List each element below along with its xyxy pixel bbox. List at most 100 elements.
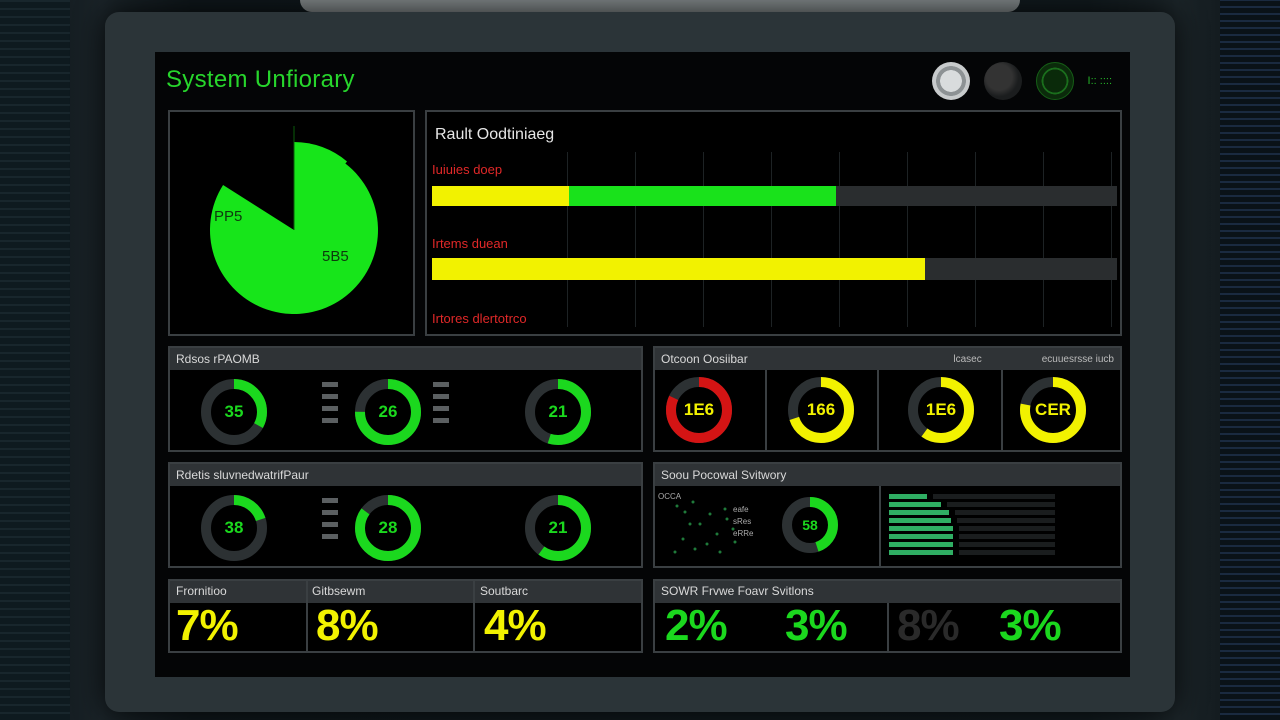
hbar <box>889 534 953 539</box>
metric-value-3: 4% <box>484 601 547 650</box>
scatter-plot <box>673 500 737 554</box>
panel-b-donut-2: 166 <box>785 374 857 446</box>
bar-2-segment-yellow <box>432 258 926 280</box>
donut-arc <box>1020 377 1086 443</box>
metric-value-2: 8% <box>316 601 379 650</box>
panel-f-title: SOWR Frvwe Foavr Svitlons <box>661 584 814 598</box>
panel-b-donut-3-value: 1E6 <box>925 400 957 419</box>
scatter-point <box>718 550 722 554</box>
bar-label-1: Iuiuies doep <box>432 162 503 177</box>
server-rack-right <box>1220 0 1280 720</box>
bar-track-2 <box>432 258 1117 280</box>
app-title: System Unfiorary <box>166 66 355 93</box>
top-bezel <box>300 0 1020 12</box>
server-rack-left <box>0 0 70 720</box>
scatter-labels-right: eafe sRes eRRe <box>733 504 753 540</box>
panel-c-donut-3-value: 21 <box>548 518 568 537</box>
hbar <box>889 510 949 515</box>
donut-arc <box>908 377 974 443</box>
panel-b-donut-2-value: 166 <box>806 400 836 419</box>
panel-a-donut-3: 21 <box>522 376 594 448</box>
bar-chart-title: Rault Oodtiniaeg <box>435 126 555 143</box>
donut-arc <box>666 377 732 443</box>
panel-b-sub-label-1: lcasec <box>953 353 982 365</box>
hbar <box>889 550 953 555</box>
donut-arc <box>525 379 591 445</box>
divider <box>879 486 881 568</box>
panel-b-title: Otcoon Oosiibar <box>661 352 748 366</box>
grid-line <box>567 152 568 327</box>
hbar-track <box>957 518 1055 523</box>
scatter-point <box>725 517 729 521</box>
divider <box>887 603 889 651</box>
dashboard-screen: System Unfiorary I:: :::: PP5 5B5 Rault … <box>155 52 1130 677</box>
panel-d-donut-value: 58 <box>802 517 818 533</box>
scatter-point <box>698 522 702 526</box>
dark-mode-icon[interactable] <box>983 62 1022 100</box>
divider <box>1001 370 1003 452</box>
panel-c-donut-3: 21 <box>522 492 594 564</box>
metric-label-3: Soutbarc <box>480 584 529 598</box>
grid-line <box>1043 152 1044 327</box>
panel-a-dashes-1 <box>322 382 338 430</box>
scatter-point <box>715 532 719 536</box>
header-label: I:: :::: <box>1087 75 1112 87</box>
bar-chart-panel: Rault Oodtiniaeg Iuiuies doep Irtems due… <box>425 110 1122 336</box>
panel-b-donut-4-value: CER <box>1035 400 1071 419</box>
pie-chart <box>210 126 379 314</box>
metric-label-2: Gitbsewm <box>312 584 366 598</box>
settings-gear-icon[interactable] <box>931 62 970 100</box>
panel-b-sub-label-2: ecuuesrsse iucb <box>1041 353 1114 365</box>
panel-c-donut-1-value: 38 <box>224 518 244 537</box>
pie-label-2: 5B5 <box>322 248 349 265</box>
panel-a-title: Rdsos rPAOMB <box>176 352 260 366</box>
hbar-track <box>959 526 1055 531</box>
percent-panel-right: SOWR Frvwe Foavr Svitlons 2% 3% 8% 3% <box>653 579 1122 653</box>
grid-line <box>907 152 908 327</box>
scatter-point <box>691 500 695 504</box>
panel-b-donut-1-value: 1E6 <box>683 400 715 419</box>
hbar-track <box>955 510 1055 515</box>
hbar <box>889 494 927 499</box>
scatter-point <box>675 504 679 508</box>
grid-line <box>771 152 772 327</box>
donut-panel-b: Otcoon Oosiibar lcasec ecuuesrsse iucb 1… <box>653 346 1122 452</box>
panel-b-donut-4: CER <box>1017 374 1089 446</box>
scatter-point <box>683 510 687 514</box>
grid-line <box>975 152 976 327</box>
scatter-point <box>708 512 712 516</box>
pie-slice-wedge <box>294 142 348 224</box>
donut-arc <box>788 377 854 443</box>
metric-value-5: 3% <box>785 601 848 650</box>
scatter-label: eRRe <box>733 529 754 538</box>
scatter-label: OCCA <box>658 492 682 501</box>
panel-a-donut-3-value: 21 <box>548 402 568 421</box>
donut-arc <box>201 495 267 561</box>
divider <box>473 581 475 651</box>
panel-a-donut-2: 26 <box>352 376 424 448</box>
panel-c-donut-2: 28 <box>352 492 424 564</box>
title-toolbar: I:: :::: <box>931 62 1112 100</box>
pie-label-1: PP5 <box>214 208 243 225</box>
percent-panel-left: Frornitioo Gitbsewm Soutbarc 7% 8% 4% <box>168 579 643 653</box>
divider <box>765 370 767 452</box>
power-icon[interactable] <box>1035 62 1074 100</box>
panel-c-dashes <box>322 498 338 546</box>
divider <box>306 581 308 651</box>
scatter-point <box>693 547 697 551</box>
donut-arc <box>782 497 838 553</box>
donut-panel-c: Rdetis sluvnedwatrifPaur 38 28 21 <box>168 462 643 568</box>
grid-line <box>635 152 636 327</box>
scatter-point <box>688 522 692 526</box>
scatter-point <box>705 542 709 546</box>
bar-label-2: Irtems duean <box>432 236 508 251</box>
scatter-label: eafe <box>733 505 749 514</box>
hbar <box>889 542 953 547</box>
grid-line <box>1111 152 1112 327</box>
panel-d-title: Soou Pocowal Svitwory <box>661 468 787 482</box>
system-overview-panel: Soou Pocowal Svitwory OCCA eafe sRes eRR… <box>653 462 1122 568</box>
donut-arc <box>355 495 421 561</box>
donut-panel-a: Rdsos rPAOMB 35 26 21 <box>168 346 643 452</box>
metric-label-1: Frornitioo <box>176 584 227 598</box>
bar-track-1 <box>432 186 1117 206</box>
